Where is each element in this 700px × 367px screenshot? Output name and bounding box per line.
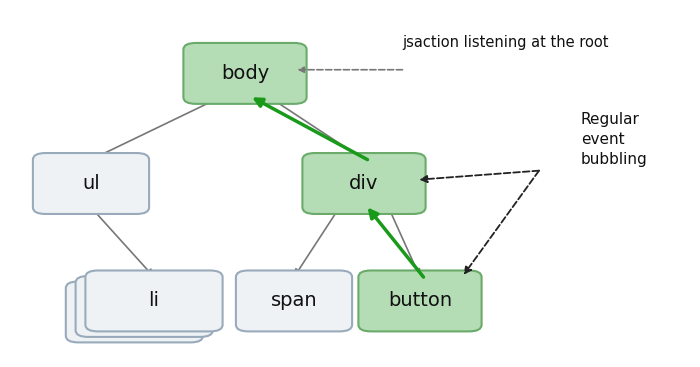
FancyBboxPatch shape bbox=[183, 43, 307, 104]
FancyBboxPatch shape bbox=[33, 153, 149, 214]
Text: jsaction listening at the root: jsaction listening at the root bbox=[402, 35, 609, 50]
Text: body: body bbox=[221, 64, 269, 83]
FancyBboxPatch shape bbox=[66, 281, 203, 342]
Text: ul: ul bbox=[82, 174, 100, 193]
FancyBboxPatch shape bbox=[302, 153, 426, 214]
FancyBboxPatch shape bbox=[358, 270, 482, 331]
Text: div: div bbox=[349, 174, 379, 193]
Text: span: span bbox=[271, 291, 317, 310]
Text: Regular
event
bubbling: Regular event bubbling bbox=[581, 112, 648, 167]
Text: button: button bbox=[388, 291, 452, 310]
FancyBboxPatch shape bbox=[85, 270, 223, 331]
FancyBboxPatch shape bbox=[236, 270, 352, 331]
FancyBboxPatch shape bbox=[76, 276, 213, 337]
Text: li: li bbox=[148, 291, 160, 310]
